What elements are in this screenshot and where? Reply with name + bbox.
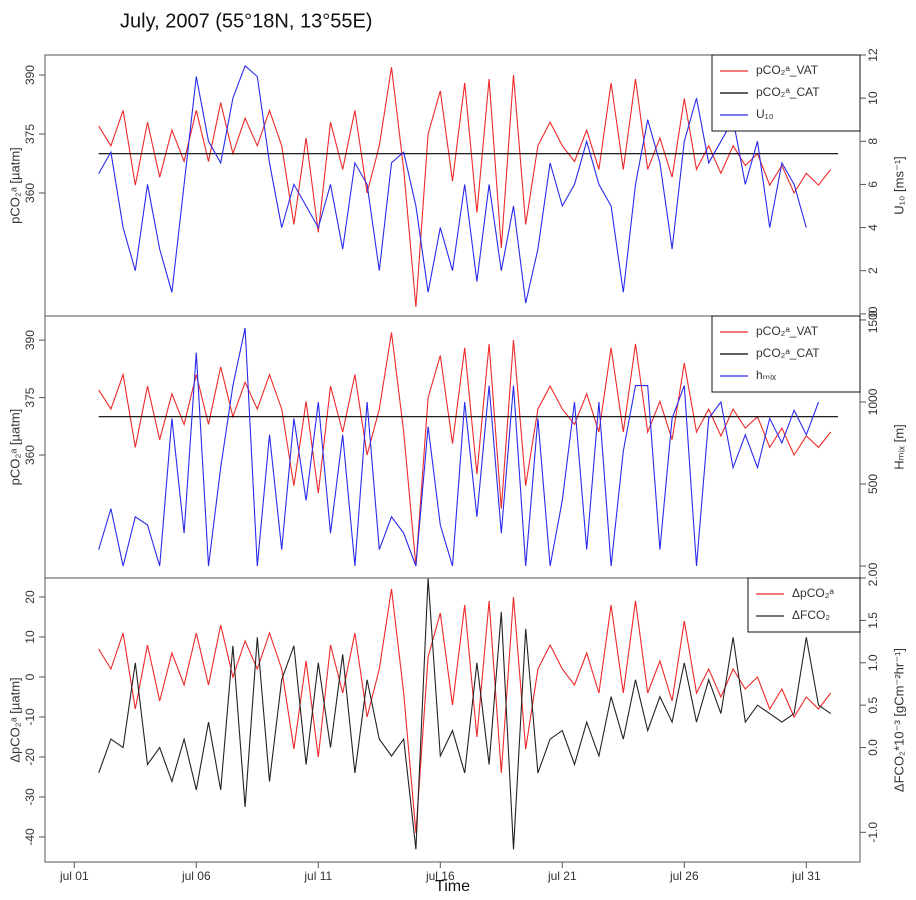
x-tick-label: jul 26 [669, 869, 699, 883]
y2-axis-title: ΔFCO₂*10⁻³ [gCm⁻²hr⁻¹] [891, 648, 906, 792]
y2-tick-label: 0 [866, 310, 880, 317]
y2-tick-label: 500 [866, 474, 880, 494]
y2-axis-title: Hₘᵢₓ [m] [891, 424, 906, 469]
y2-tick-label: 0.5 [866, 697, 880, 714]
y-tick-label: 390 [23, 330, 37, 350]
series-line [98, 327, 820, 567]
y-axis-title: pCO₂ᵃ [µatm] [7, 147, 22, 224]
y2-tick-label: 0 [866, 562, 880, 569]
y2-tick-label: 4 [866, 224, 880, 231]
y-tick-label: 390 [23, 65, 37, 85]
y-tick-label: 10 [23, 630, 37, 644]
x-tick-label: jul 16 [425, 869, 455, 883]
y2-tick-label: 1000 [866, 388, 880, 415]
series-line [98, 64, 807, 304]
x-tick-label: jul 31 [791, 869, 821, 883]
y2-tick-label: 1.5 [866, 612, 880, 629]
y-tick-label: 0 [23, 673, 37, 680]
y2-tick-label: 10 [866, 91, 880, 105]
legend-label: pCO₂ᵃ_CAT [756, 85, 820, 99]
series-line [98, 588, 832, 834]
x-tick-label: jul 06 [181, 869, 211, 883]
legend-label: pCO₂ᵃ_CAT [756, 346, 820, 360]
y-tick-label: 360 [23, 183, 37, 203]
legend-label: ΔFCO₂ [792, 608, 830, 622]
legend-label: hₘᵢₓ [756, 368, 776, 382]
y-tick-label: -10 [23, 708, 37, 726]
y2-tick-label: 2.0 [866, 569, 880, 586]
legend-label: pCO₂ᵃ_VAT [756, 324, 819, 338]
plot-frame [44, 577, 861, 863]
legend-box [711, 54, 861, 132]
y-tick-label: -20 [23, 748, 37, 766]
y2-tick-label: 0.0 [866, 739, 880, 756]
legend-label: U₁₀ [756, 107, 774, 121]
y-tick-label: 20 [23, 590, 37, 604]
x-tick-label: jul 21 [547, 869, 577, 883]
y2-tick-label: 6 [866, 181, 880, 188]
series-line [98, 67, 832, 308]
y2-tick-label: 2 [866, 267, 880, 274]
x-tick-label: jul 01 [59, 869, 89, 883]
y2-tick-label: 1.0 [866, 654, 880, 671]
legend-label: ΔpCO₂ᵃ [792, 586, 834, 600]
y-axis-title: ΔpCO₂ᵃ [µatm] [7, 677, 22, 762]
x-axis-title: Time [435, 878, 470, 895]
legend-box [747, 577, 861, 633]
x-tick-label: jul 11 [303, 869, 332, 883]
series-line [98, 332, 832, 567]
y-tick-label: 360 [23, 445, 37, 465]
y-tick-label: -40 [23, 828, 37, 846]
y-tick-label: 375 [23, 387, 37, 407]
y2-tick-label: 8 [866, 138, 880, 145]
series-line [98, 577, 832, 850]
legend-label: pCO₂ᵃ_VAT [756, 63, 819, 77]
y2-tick-label: 1500 [866, 306, 880, 333]
chart-title: July, 2007 (55°18N, 13°55E) [120, 10, 372, 32]
y2-tick-label: -1.0 [866, 822, 880, 843]
y2-tick-label: 12 [866, 48, 880, 62]
y2-axis-title: U₁₀ [ms⁻¹] [891, 156, 906, 215]
y-tick-label: -30 [23, 788, 37, 806]
y-axis-title: pCO₂ᵃ [µatm] [7, 409, 22, 486]
y-tick-label: 375 [23, 124, 37, 144]
